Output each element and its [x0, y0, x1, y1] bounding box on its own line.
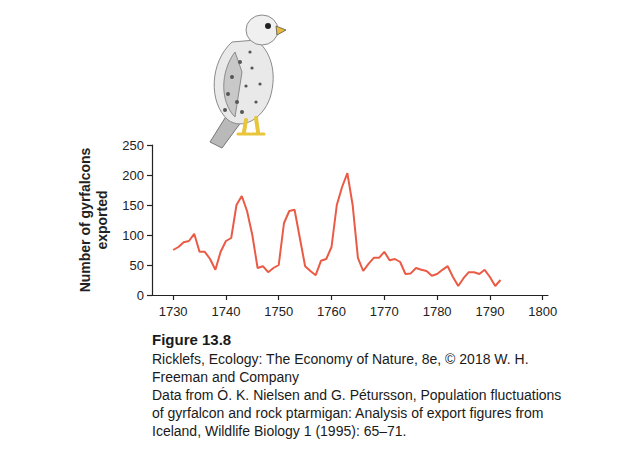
svg-text:200: 200: [122, 168, 144, 183]
svg-text:1750: 1750: [264, 304, 293, 319]
svg-text:50: 50: [130, 258, 144, 273]
svg-text:0: 0: [137, 288, 144, 303]
svg-text:100: 100: [122, 228, 144, 243]
svg-text:150: 150: [122, 198, 144, 213]
html-text:Ricklefs, Ecology: The Economy: Ricklefs, Ecology: The Economy of Nature…: [152, 351, 529, 385]
html-text:Figure 13.8: Figure 13.8: [152, 331, 232, 348]
svg-text:1790: 1790: [475, 304, 504, 319]
svg-text:250: 250: [122, 138, 144, 153]
svg-text:exported: exported: [94, 190, 110, 249]
html-text:Data from Ó. K. Nielsen and G.: Data from Ó. K. Nielsen and G. Pétursson…: [152, 387, 562, 439]
svg-text:1730: 1730: [159, 304, 188, 319]
svg-text:1770: 1770: [370, 304, 399, 319]
svg-text:Number of gyrfalcons: Number of gyrfalcons: [77, 147, 93, 292]
svg-text:1800: 1800: [528, 304, 557, 319]
svg-text:1780: 1780: [423, 304, 452, 319]
svg-text:1740: 1740: [211, 304, 240, 319]
svg-text:1760: 1760: [317, 304, 346, 319]
